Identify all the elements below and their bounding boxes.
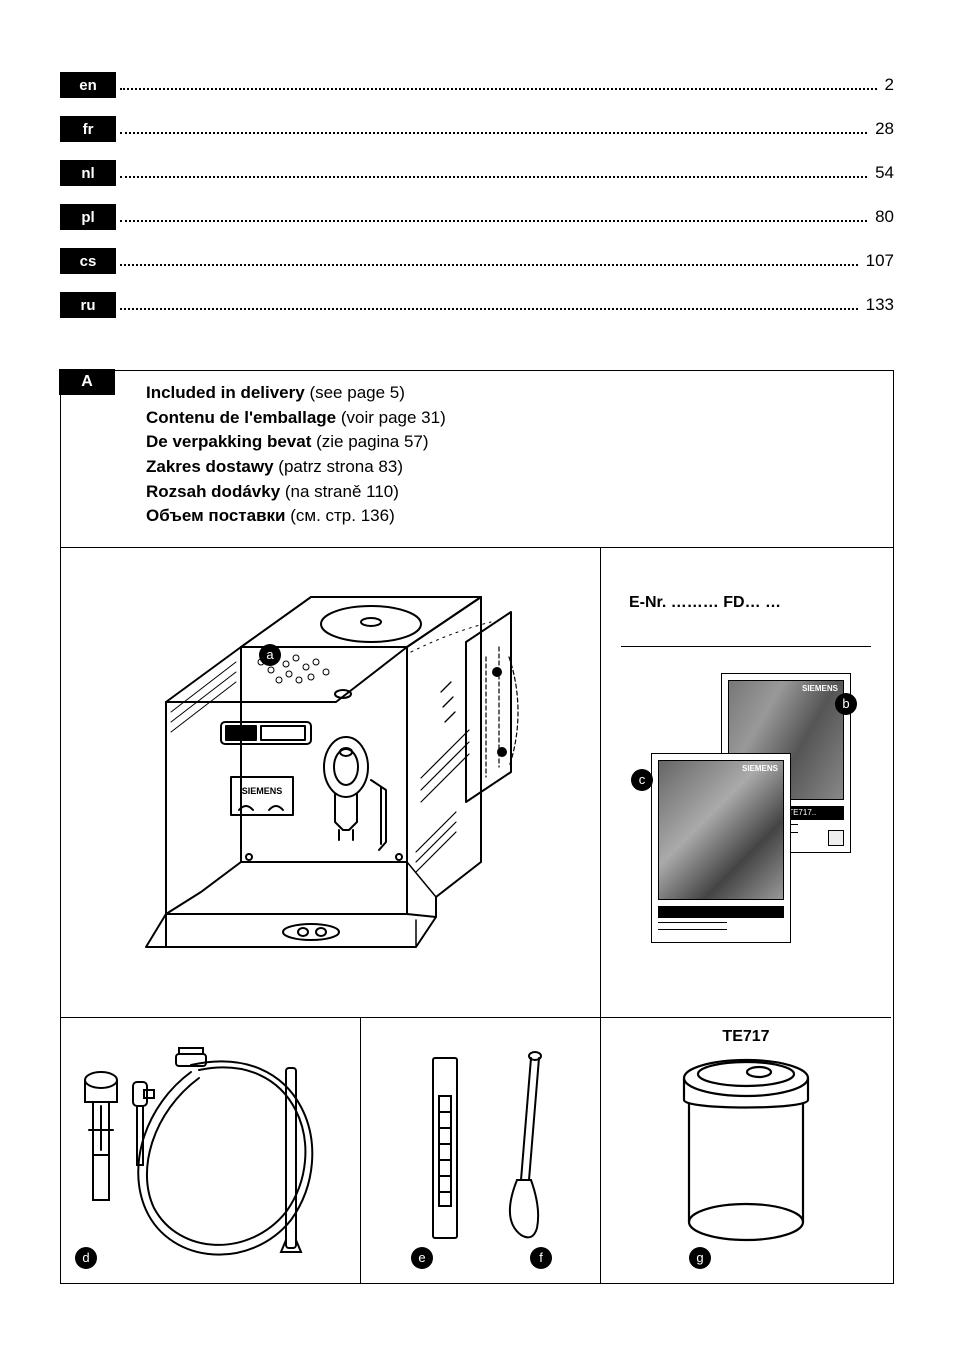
- manual-strip-dark: [658, 906, 784, 918]
- toc-row: cs 107: [60, 246, 894, 276]
- header-rest: (see page 5): [305, 383, 405, 402]
- label-a: a: [259, 644, 281, 666]
- label-c: c: [631, 769, 653, 791]
- lang-badge-cs: cs: [60, 248, 116, 274]
- label-g: g: [689, 1247, 711, 1269]
- header-rest: (zie pagina 57): [311, 432, 428, 451]
- page-num: 28: [871, 119, 894, 139]
- dots: [120, 176, 867, 178]
- header-rest: (см. стр. 136): [286, 506, 395, 525]
- header-rest: (patrz strona 83): [274, 457, 403, 476]
- lang-badge-en: en: [60, 72, 116, 98]
- page-num: 107: [862, 251, 894, 271]
- header-bold: Included in delivery: [146, 383, 305, 402]
- dots: [120, 308, 858, 310]
- page-num: 54: [871, 163, 894, 183]
- qr-icon: [828, 830, 844, 846]
- container-drawing: [661, 1052, 831, 1252]
- dots: [120, 88, 877, 90]
- panel-ef: e f: [361, 1018, 601, 1283]
- strip-scoop-drawing: [371, 1030, 591, 1270]
- lang-badge-nl: nl: [60, 160, 116, 186]
- toc-row: nl 54: [60, 158, 894, 188]
- label-b: b: [835, 693, 857, 715]
- panel-d: d: [61, 1018, 361, 1283]
- panel-main-machine: SIEMENS: [61, 548, 601, 1018]
- dots: [120, 220, 867, 222]
- manual-stack: SIEMENS TE712.. /TE717.. SIEMENS b c: [641, 673, 851, 953]
- header-bold: Zakres dostawy: [146, 457, 274, 476]
- toc-row: ru 133: [60, 290, 894, 320]
- panel-g-title: TE717: [722, 1028, 769, 1046]
- brand-label: SIEMENS: [742, 764, 778, 773]
- toc-row: en 2: [60, 70, 894, 100]
- header-bold: Contenu de l'emballage: [146, 408, 336, 427]
- box-a-header: Included in delivery (see page 5) Conten…: [61, 371, 893, 547]
- draw-area: SIEMENS: [61, 547, 893, 1283]
- header-rest: (voir page 31): [336, 408, 446, 427]
- toc-row: pl 80: [60, 202, 894, 232]
- label-f: f: [530, 1247, 552, 1269]
- table-of-contents: en 2 fr 28 nl 54 pl 80 cs 107 ru 133: [60, 70, 894, 320]
- panel-side: E-Nr. ……… FD… … SIEMENS TE712.. /TE717..…: [601, 548, 891, 1018]
- page-num: 133: [862, 295, 894, 315]
- brand-label: SIEMENS: [802, 684, 838, 693]
- page-num: 80: [871, 207, 894, 227]
- label-d: d: [75, 1247, 97, 1269]
- manual-front: SIEMENS: [651, 753, 791, 943]
- header-bold: De verpakking bevat: [146, 432, 311, 451]
- dots: [120, 132, 867, 134]
- header-bold: Объем поставки: [146, 506, 286, 525]
- manual-photo: [658, 760, 784, 900]
- box-a-label: A: [59, 369, 115, 395]
- enr-box: E-Nr. ……… FD… …: [621, 578, 871, 647]
- lang-badge-fr: fr: [60, 116, 116, 142]
- milk-tube-drawing: [71, 1030, 351, 1270]
- box-a: A Included in delivery (see page 5) Cont…: [60, 370, 894, 1284]
- coffee-machine-drawing: SIEMENS: [111, 562, 551, 1002]
- panel-g: TE717 g: [601, 1018, 891, 1283]
- svg-text:SIEMENS: SIEMENS: [241, 786, 282, 796]
- lang-badge-pl: pl: [60, 204, 116, 230]
- label-e: e: [411, 1247, 433, 1269]
- lang-badge-ru: ru: [60, 292, 116, 318]
- header-rest: (na straně 110): [280, 482, 399, 501]
- page-num: 2: [881, 75, 894, 95]
- dots: [120, 264, 858, 266]
- header-bold: Rozsah dodávky: [146, 482, 280, 501]
- toc-row: fr 28: [60, 114, 894, 144]
